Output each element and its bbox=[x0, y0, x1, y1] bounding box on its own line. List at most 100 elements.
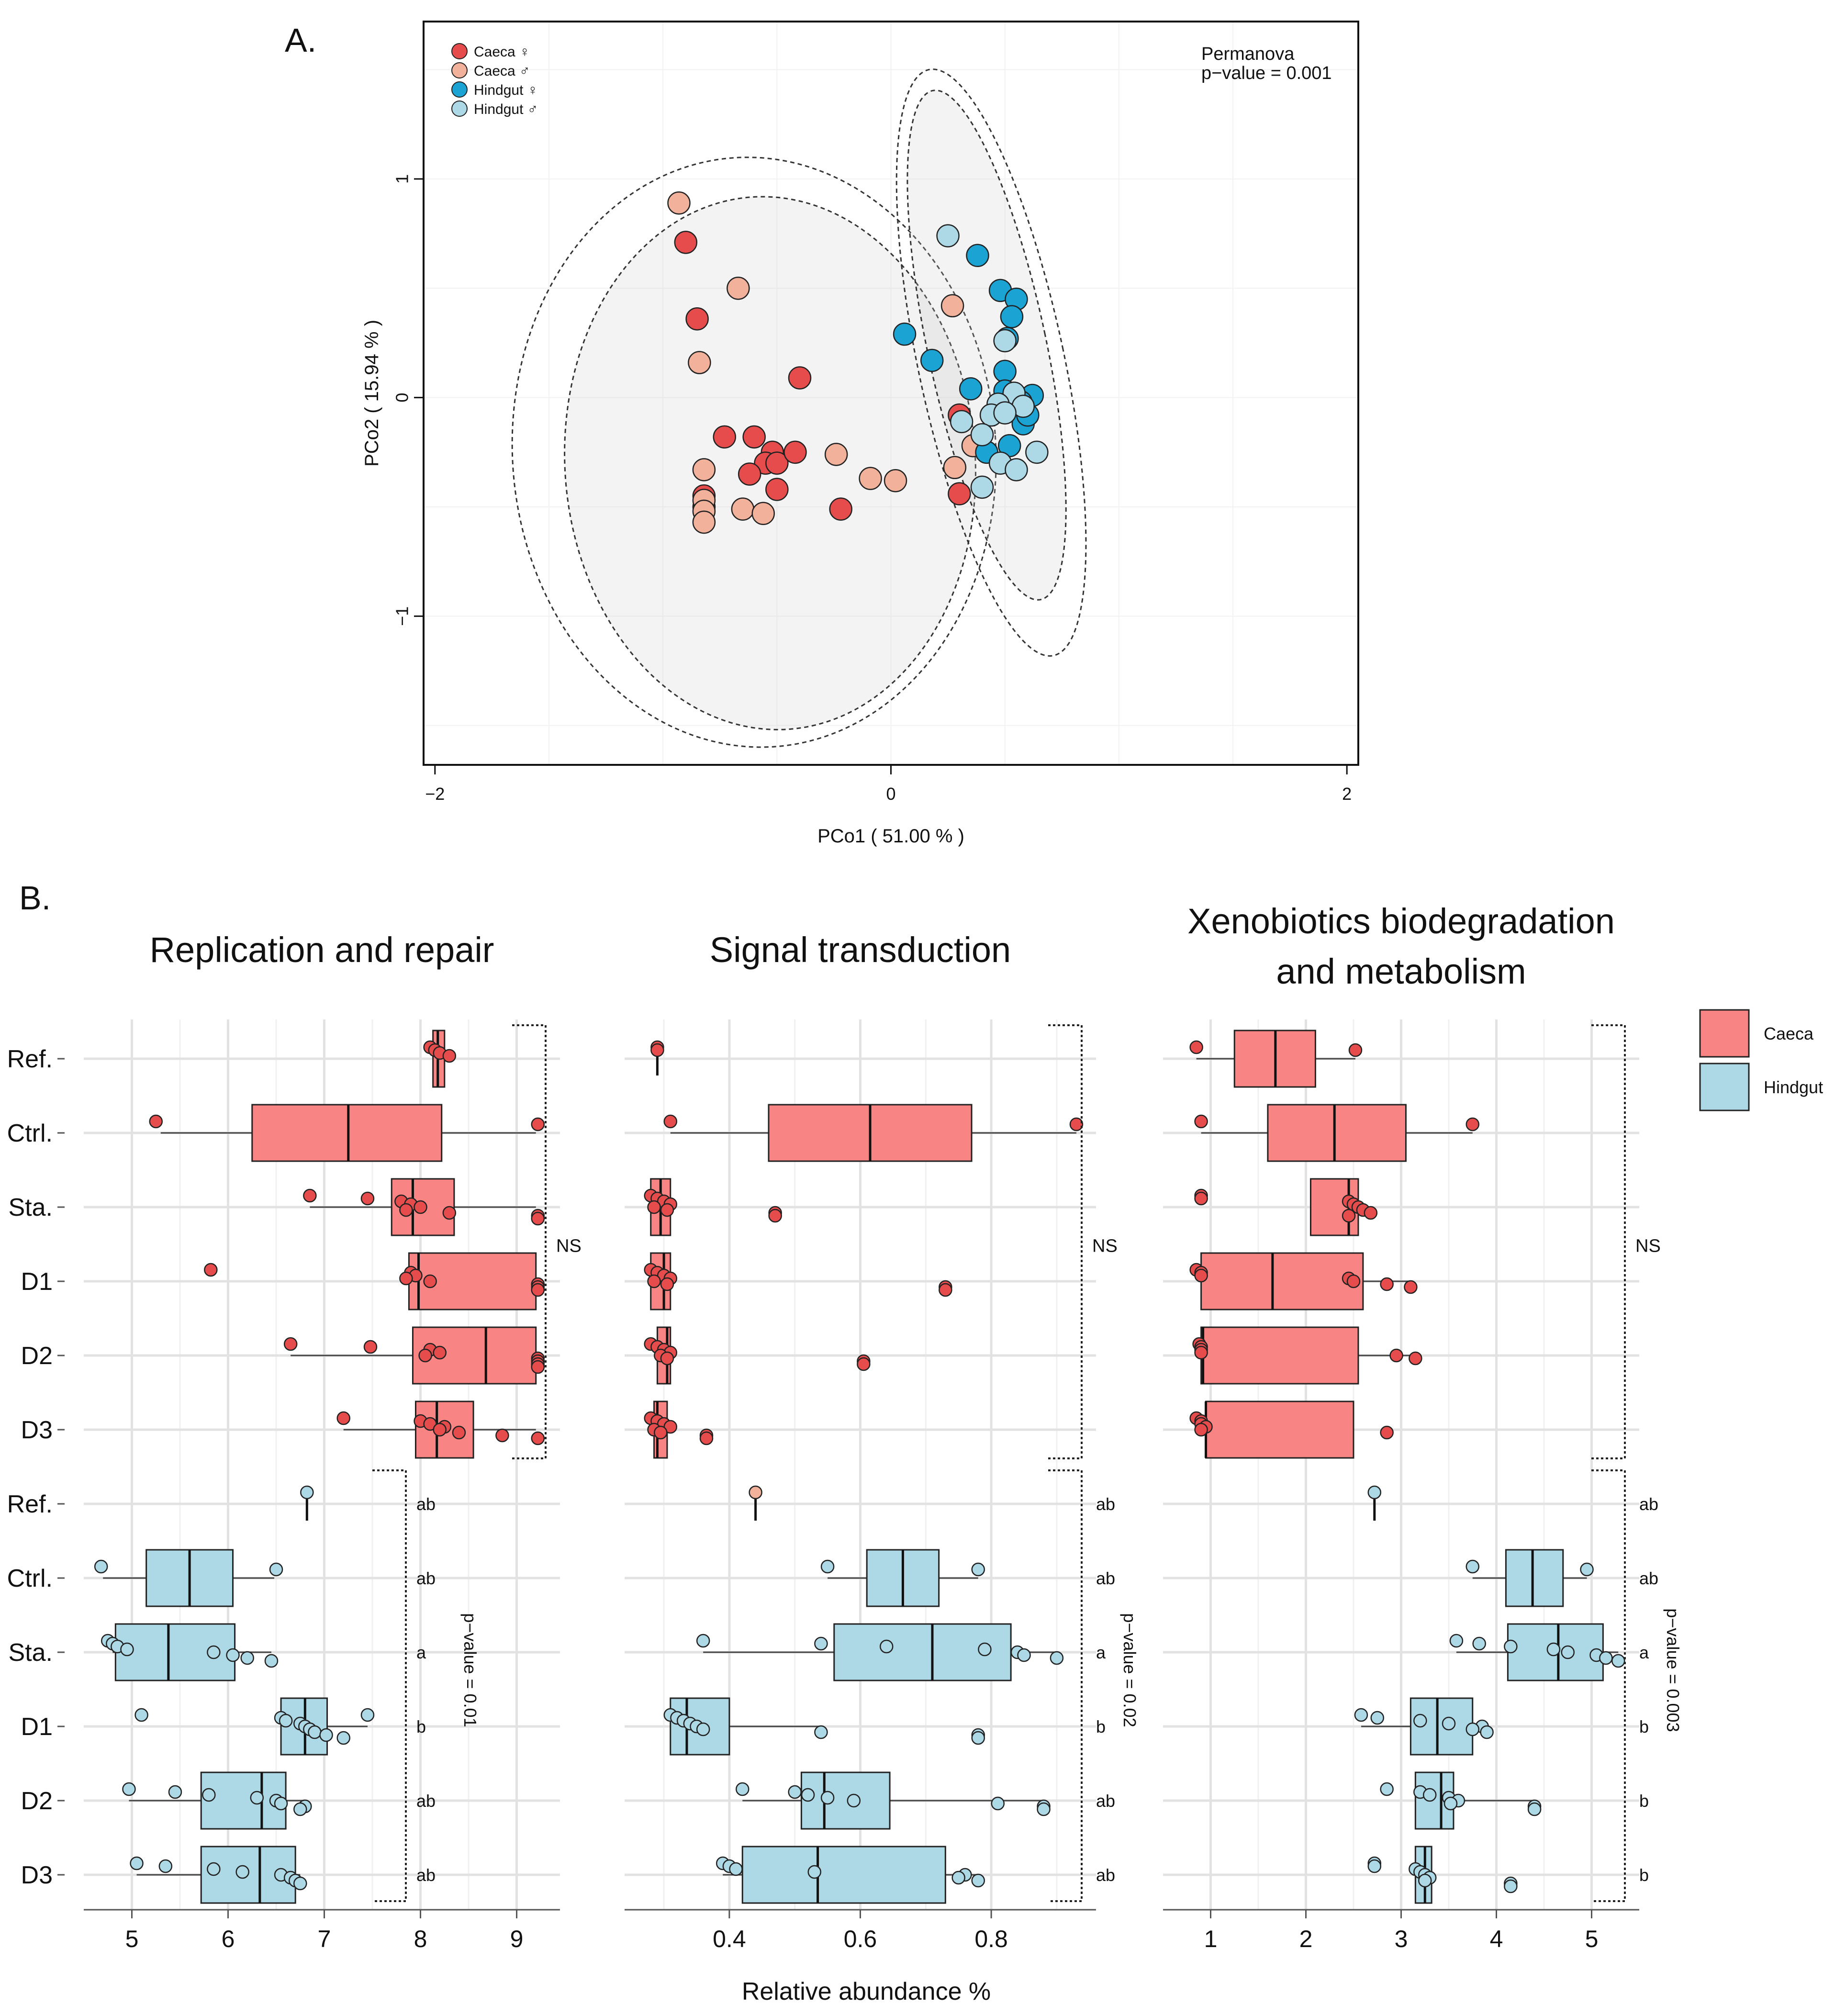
jitter-point bbox=[122, 1782, 136, 1796]
group-letter: ab bbox=[1639, 1494, 1658, 1514]
jitter-point bbox=[158, 1859, 173, 1873]
jitter-point bbox=[1466, 1117, 1479, 1131]
jitter-point bbox=[1348, 1043, 1363, 1057]
jitter-point bbox=[807, 1865, 821, 1879]
panel-b: B. Ref. Ctrl. Sta. D1 D2 D3 Ref. Ctrl. Sta. D1 D2 D3… bbox=[7, 879, 1823, 2005]
jitter-point bbox=[283, 1337, 298, 1351]
scatter-point bbox=[829, 497, 852, 521]
caeca-bracket bbox=[1048, 1024, 1083, 1459]
scatter-point bbox=[692, 458, 716, 482]
jitter-point bbox=[1370, 1711, 1384, 1725]
jitter-point bbox=[660, 1351, 674, 1366]
jitter-point bbox=[647, 1200, 661, 1214]
group-letter: ab bbox=[1096, 1568, 1115, 1588]
legend-label: Hindgut ♂ bbox=[474, 101, 538, 117]
jitter-point bbox=[399, 1271, 413, 1286]
jitter-point bbox=[647, 1274, 661, 1288]
group-letter: ab bbox=[1096, 1791, 1115, 1811]
box-iqr bbox=[1267, 1104, 1407, 1162]
jitter-point bbox=[130, 1856, 144, 1870]
jitter-point bbox=[308, 1725, 322, 1739]
legend-swatch bbox=[451, 101, 468, 117]
jitter-point bbox=[134, 1708, 148, 1722]
jitter-point bbox=[991, 1796, 1005, 1811]
group-letter: a bbox=[1639, 1643, 1649, 1662]
scatter-point bbox=[943, 456, 967, 480]
x-tick-label: 0 bbox=[886, 784, 895, 804]
jitter-point bbox=[363, 1340, 378, 1354]
jitter-point bbox=[1367, 1485, 1382, 1500]
category-label: D2 bbox=[21, 1787, 53, 1815]
jitter-point bbox=[1367, 1859, 1382, 1873]
jitter-point bbox=[149, 1114, 163, 1129]
group-letter: b bbox=[1096, 1717, 1106, 1736]
category-label: Sta. bbox=[9, 1639, 53, 1667]
category-label: D1 bbox=[21, 1713, 53, 1741]
jitter-point bbox=[269, 1562, 283, 1577]
scatter-point bbox=[692, 510, 716, 534]
scatter-point bbox=[742, 425, 766, 449]
jitter-point bbox=[274, 1796, 288, 1811]
hindgut-bracket bbox=[1591, 1469, 1626, 1902]
jitter-point bbox=[1504, 1879, 1518, 1893]
jitter-point bbox=[264, 1654, 279, 1668]
group-letter: ab bbox=[416, 1568, 436, 1588]
jitter-point bbox=[820, 1559, 835, 1574]
jitter-point bbox=[971, 1562, 985, 1577]
scatter-point bbox=[970, 423, 994, 447]
scatter-point bbox=[751, 502, 775, 525]
jitter-point bbox=[1422, 1788, 1437, 1802]
box-iqr bbox=[1200, 1252, 1364, 1310]
x-tick-label: 1 bbox=[1204, 1926, 1218, 1952]
scatter-point bbox=[936, 224, 960, 247]
jitter-point bbox=[1466, 1559, 1479, 1574]
jitter-point bbox=[663, 1114, 678, 1129]
jitter-point bbox=[729, 1862, 743, 1876]
x-tick-label: −2 bbox=[425, 784, 445, 804]
y-tick-label: 1 bbox=[392, 174, 412, 184]
scatter-point bbox=[970, 475, 994, 499]
jitter-point bbox=[1380, 1277, 1394, 1291]
subpanel-title: Signal transduction bbox=[710, 930, 1011, 970]
jitter-point bbox=[1404, 1280, 1418, 1294]
x-tick-label: 6 bbox=[222, 1926, 235, 1952]
x-tick-label: 4 bbox=[1490, 1926, 1503, 1952]
group-letter: ab bbox=[416, 1791, 436, 1811]
jitter-point bbox=[452, 1425, 466, 1440]
hindgut-bracket bbox=[1048, 1469, 1083, 1902]
x-tick-label: 2 bbox=[1299, 1926, 1313, 1952]
jitter-point bbox=[971, 1873, 985, 1888]
legend-label: Hindgut ♀ bbox=[474, 82, 538, 98]
legend-swatch bbox=[451, 62, 468, 78]
jitter-point bbox=[423, 1274, 437, 1288]
group-letter: a bbox=[1096, 1643, 1106, 1662]
jitter-point bbox=[120, 1642, 134, 1657]
jitter-point bbox=[250, 1791, 264, 1805]
jitter-point bbox=[433, 1422, 447, 1437]
hindgut-test-label: p−value = 0.02 bbox=[1120, 1613, 1140, 1727]
jitter-point bbox=[1354, 1708, 1368, 1722]
jitter-point bbox=[801, 1788, 815, 1802]
jitter-point bbox=[207, 1862, 221, 1876]
hindgut-bracket bbox=[372, 1469, 407, 1902]
scatter-point bbox=[1005, 458, 1028, 482]
jitter-point bbox=[531, 1360, 545, 1374]
jitter-point bbox=[699, 1431, 714, 1445]
jitter-point bbox=[1380, 1782, 1394, 1796]
jitter-point bbox=[768, 1209, 782, 1223]
scatter-point bbox=[859, 467, 882, 490]
x-tick-label: 0.8 bbox=[974, 1926, 1008, 1952]
jitter-point bbox=[418, 1348, 432, 1363]
jitter-point bbox=[442, 1206, 457, 1220]
jitter-point bbox=[414, 1200, 427, 1214]
jitter-point bbox=[207, 1645, 221, 1659]
x-tick-label: 3 bbox=[1395, 1926, 1408, 1952]
jitter-point bbox=[847, 1793, 861, 1808]
x-tick-label: 0.4 bbox=[713, 1926, 746, 1952]
jitter-point bbox=[531, 1211, 545, 1226]
jitter-point bbox=[939, 1283, 952, 1297]
jitter-point bbox=[319, 1728, 333, 1742]
jitter-point bbox=[736, 1782, 750, 1796]
scatter-point bbox=[993, 329, 1017, 353]
